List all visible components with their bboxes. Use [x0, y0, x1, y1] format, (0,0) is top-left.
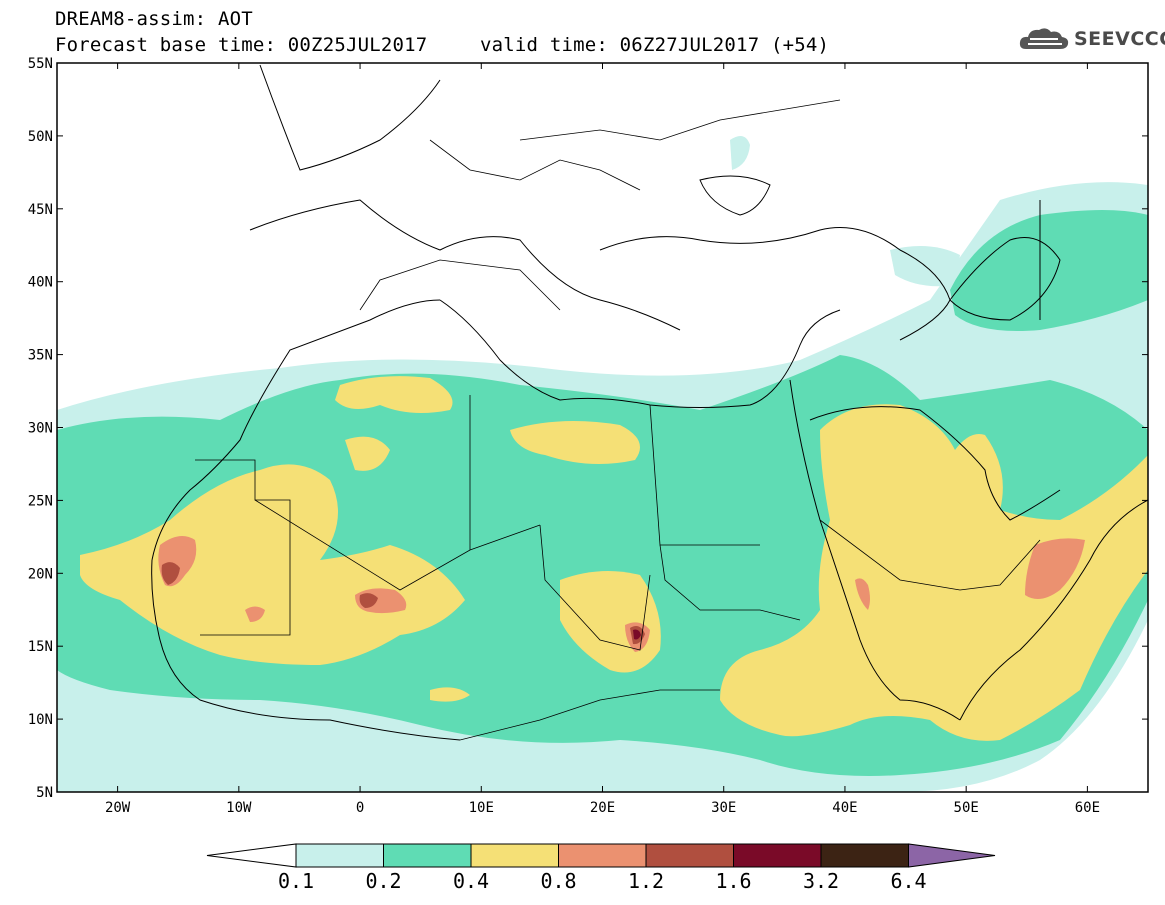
lon-tick-label: 30E [711, 800, 736, 816]
lon-tick-label: 20E [590, 800, 615, 816]
lat-tick-label: 55N [28, 56, 53, 72]
lon-tick-label: 20W [105, 800, 131, 816]
lon-tick-label: 10E [469, 800, 494, 816]
colorbar-box [470, 843, 559, 868]
lat-tick-label: 40N [28, 275, 53, 291]
axis-tick-labels: 5N 10N 15N 20N 25N 30N 35N 40N 45N 50N 55N 20W 10W 0 1… [28, 56, 1100, 816]
lat-tick-label: 15N [28, 639, 53, 655]
lon-tick-label: 40E [832, 800, 857, 816]
colorbar-label: 1.6 [715, 869, 752, 893]
colorbar-label: 3.2 [802, 869, 840, 893]
colorbar-box [733, 843, 822, 868]
colorbar-label: 0.8 [540, 869, 577, 893]
colorbar [206, 843, 996, 868]
colorbar-label: 0.4 [452, 869, 490, 893]
colorbar-under-arrow [206, 843, 297, 868]
map-title: DREAM8-assim: AOT [55, 8, 253, 30]
lat-tick-label: 50N [28, 129, 53, 145]
lat-tick-label: 25N [28, 493, 53, 509]
lat-tick-label: 45N [28, 202, 53, 218]
brand-logo: SEEVCCC [1018, 24, 1165, 54]
aot-band-1.6 [633, 629, 641, 640]
colorbar-label: 0.1 [277, 869, 315, 893]
lat-tick-label: 10N [28, 712, 53, 728]
colorbar-box [383, 843, 472, 868]
lon-tick-label: 0 [356, 800, 364, 816]
lon-tick-label: 10W [226, 800, 252, 816]
lon-tick-label: 50E [954, 800, 979, 816]
forecast-base-time: Forecast base time: 00Z25JUL2017 [55, 34, 428, 56]
aot-fields [57, 136, 1148, 792]
colorbar-box [295, 843, 384, 868]
valid-time: valid time: 06Z27JUL2017 (+54) [480, 34, 830, 56]
axis-ticks [57, 62, 1148, 793]
cloud-icon [1019, 28, 1069, 49]
lon-tick-label: 60E [1075, 800, 1100, 816]
aot-band-0.4 [80, 464, 465, 665]
lat-tick-label: 5N [36, 785, 53, 801]
colorbar-box [645, 843, 734, 868]
colorbar-label: 0.2 [365, 869, 402, 893]
lat-tick-label: 30N [28, 421, 53, 437]
lat-tick-label: 20N [28, 566, 53, 582]
borders [195, 99, 1041, 741]
colorbar-over-arrow [908, 843, 996, 868]
colorbar-box [558, 843, 647, 868]
aot-band-1.2 [161, 562, 180, 585]
brand-name: SEEVCCC [1074, 28, 1165, 50]
colorbar-label: 6.4 [890, 869, 927, 893]
colorbar-label: 1.2 [627, 869, 665, 893]
colorbar-box [820, 843, 909, 868]
lat-tick-label: 35N [28, 348, 53, 364]
